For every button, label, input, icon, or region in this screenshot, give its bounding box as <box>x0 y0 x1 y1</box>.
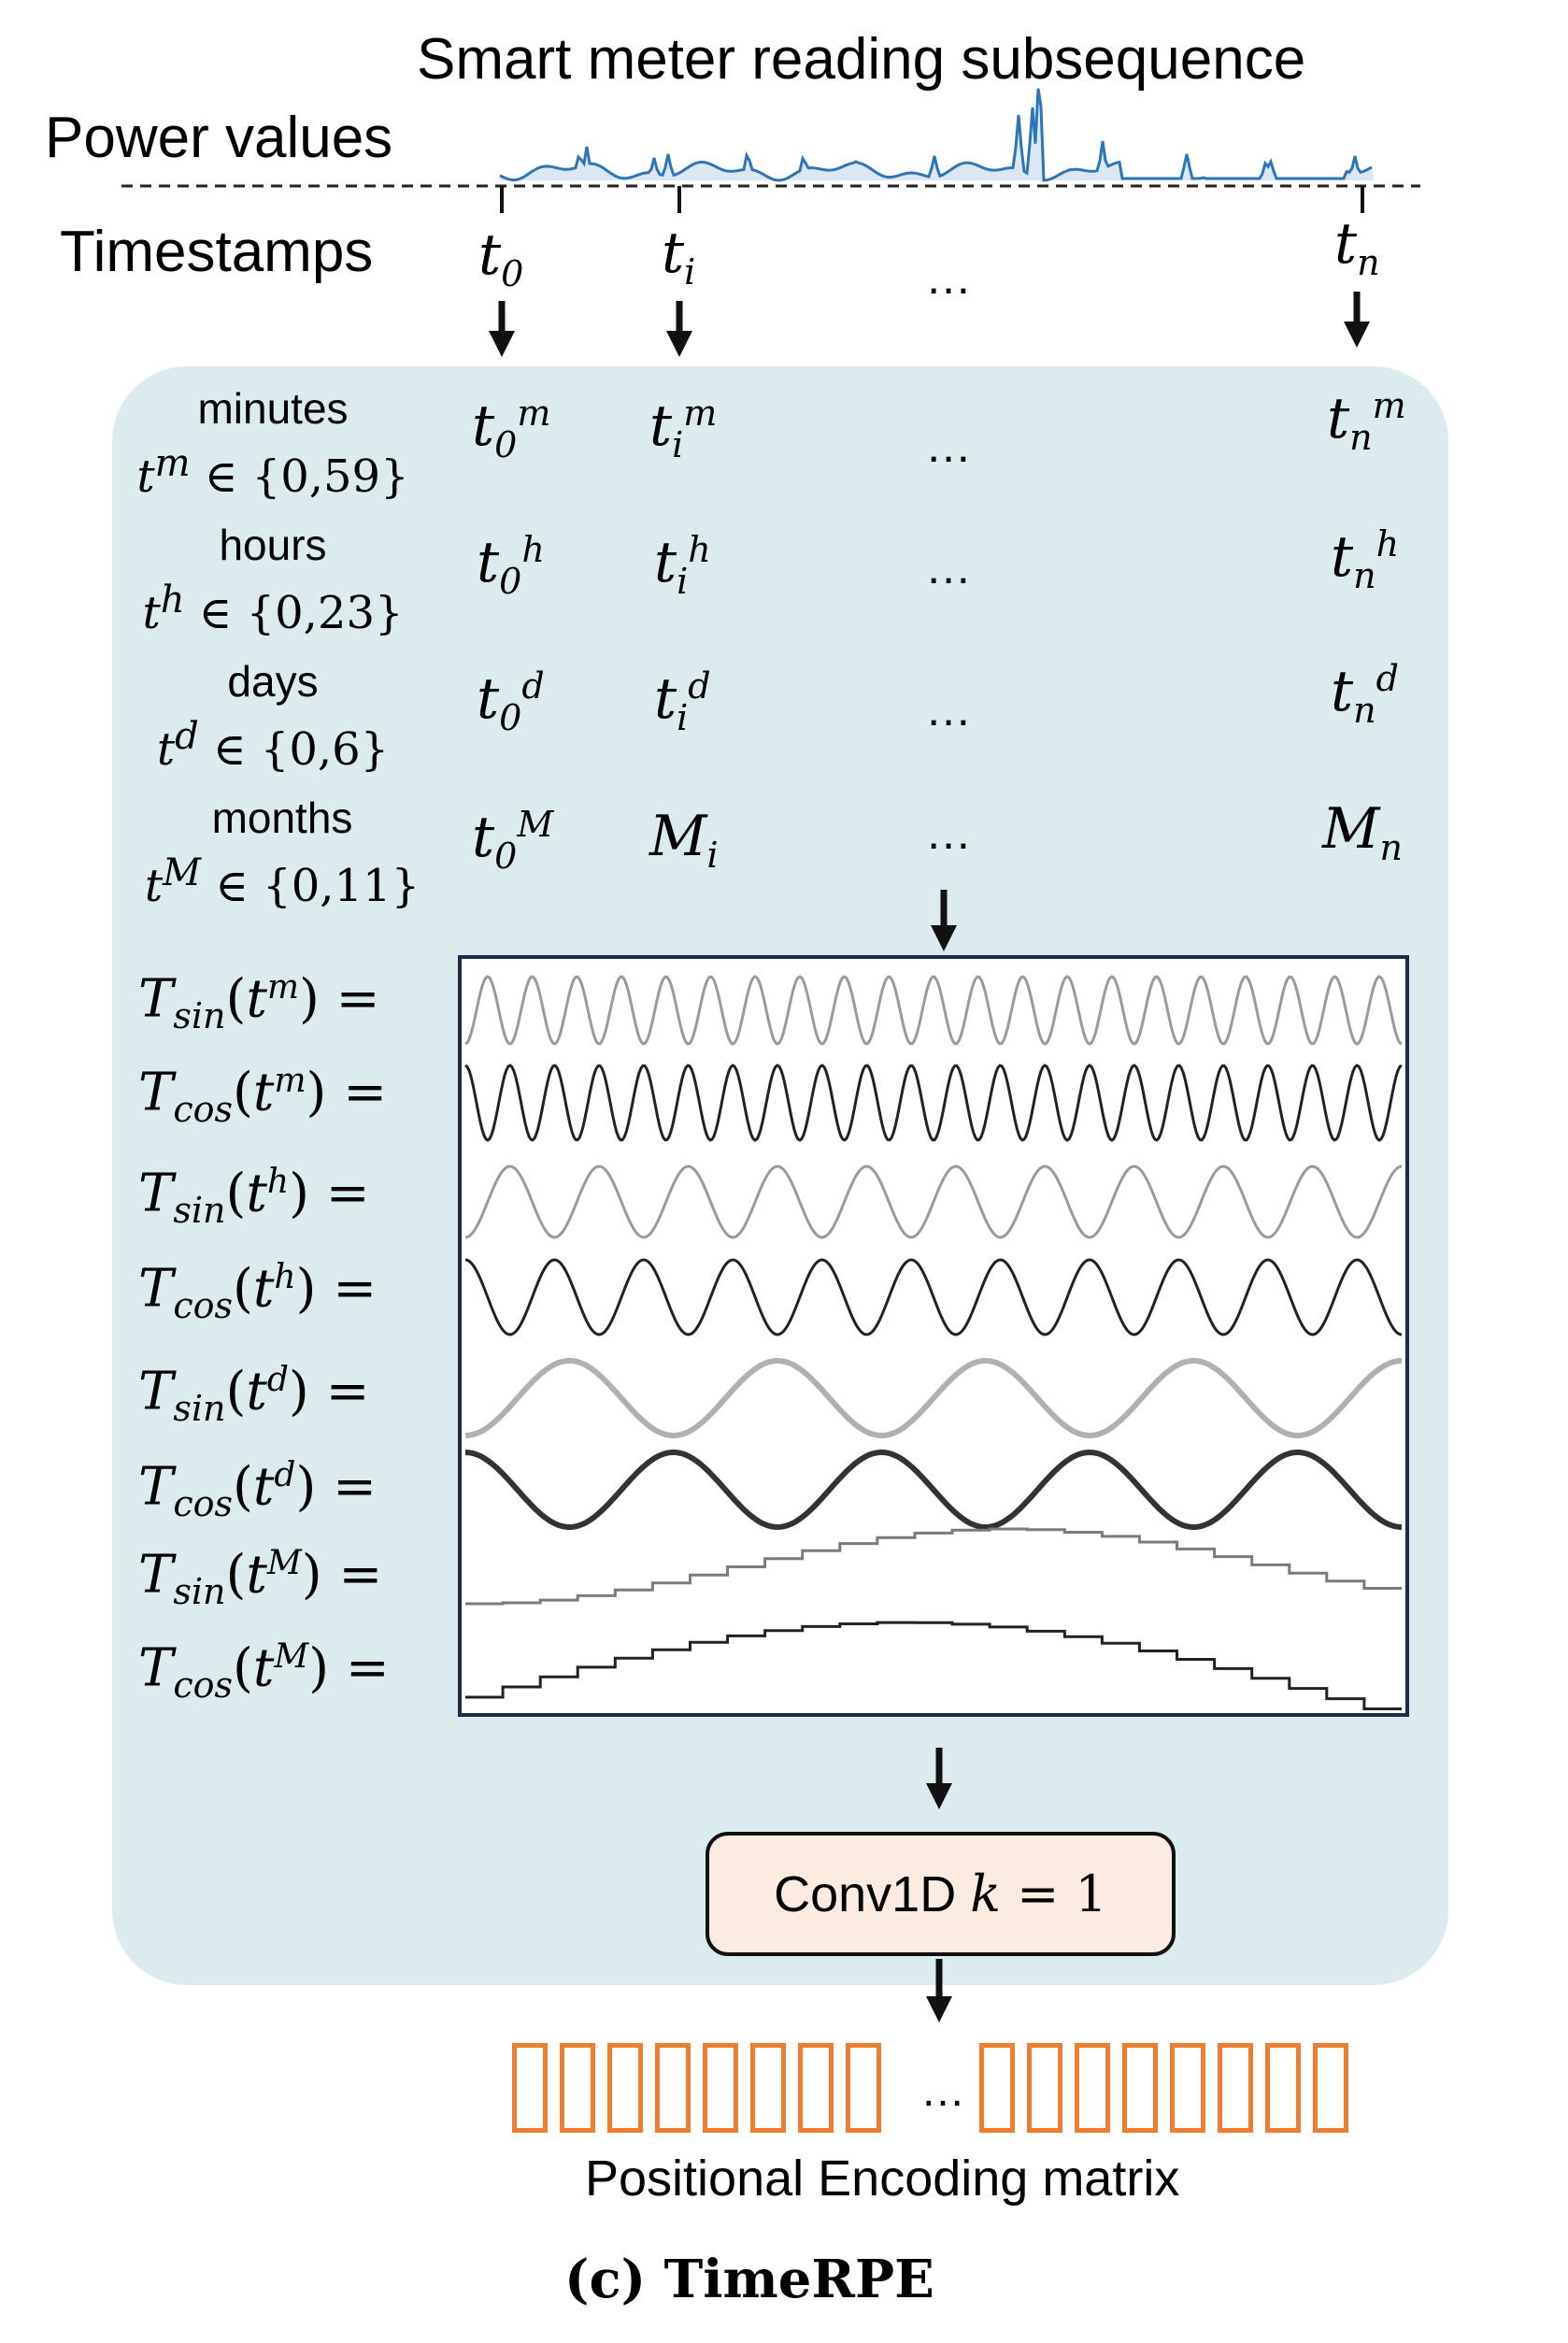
encoding-cell <box>846 2043 881 2133</box>
encoding-cell <box>1170 2043 1205 2133</box>
figure-caption: (c) TimeRPE <box>564 2249 934 2310</box>
conv1d-block: Conv1D k = 1 <box>706 1832 1176 1956</box>
encoding-ellipsis: … <box>920 2066 965 2116</box>
encoding-wave-6 <box>464 1449 1403 1531</box>
cell-ellipsis-minutes: … <box>925 420 972 472</box>
encoding-cell <box>1122 2043 1158 2133</box>
cell-ti-minutes: tim <box>649 393 718 465</box>
encoding-wave-5 <box>464 1357 1403 1439</box>
equation-sin-months: Tsin(tM) = <box>138 1544 383 1612</box>
equation-sin-hours: Tsin(th) = <box>138 1163 370 1231</box>
timestamp-ellipsis: … <box>925 251 972 304</box>
equation-cos-hours: Tcos(th) = <box>138 1258 378 1326</box>
category-name: months <box>211 793 353 842</box>
category-range: td ∈ {0,6} <box>156 715 390 776</box>
power-signal-line <box>499 88 1373 182</box>
encoding-cell <box>607 2043 643 2133</box>
category-range: tM ∈ {0,11} <box>144 851 421 912</box>
encoding-wave-8 <box>465 1621 1402 1710</box>
encoding-cell <box>1313 2043 1348 2133</box>
equation-cos-days: Tcos(td) = <box>138 1456 378 1524</box>
cell-ti-hours: tih <box>654 529 711 602</box>
encoding-wave-1 <box>464 975 1403 1046</box>
category-name: hours <box>219 521 327 569</box>
cell-ti-days: tid <box>654 665 711 738</box>
encoding-wave-7 <box>465 1527 1402 1606</box>
encoding-cell <box>979 2043 1015 2133</box>
equation-cos-minutes: Tcos(tm) = <box>138 1062 388 1130</box>
category-range: tm ∈ {0,59} <box>136 442 409 503</box>
encoding-wave-2 <box>464 1064 1403 1142</box>
equation-sin-minutes: Tsin(tm) = <box>138 968 380 1036</box>
encoding-waves-plot <box>464 975 1403 1710</box>
encoding-cell <box>798 2043 834 2133</box>
cell-t0-hours: t0h <box>477 529 545 602</box>
timestamp-tn: tn <box>1334 211 1380 283</box>
cell-t0-minutes: t0m <box>472 393 551 465</box>
encoding-cell <box>560 2043 595 2133</box>
encoding-cell <box>655 2043 691 2133</box>
encoding-caption: Positional Encoding matrix <box>585 2150 1180 2207</box>
power-signal-fill <box>500 88 1374 180</box>
encoding-cell <box>703 2043 738 2133</box>
positional-encoding-matrix <box>512 2043 1390 2136</box>
cell-tn-minutes: tnm <box>1327 385 1406 458</box>
encoding-wave-3 <box>464 1164 1403 1239</box>
encoding-cell <box>1027 2043 1062 2133</box>
equation-sin-days: Tsin(td) = <box>138 1361 370 1429</box>
power-signal-plot <box>121 88 1420 213</box>
encoding-wave-4 <box>464 1258 1403 1336</box>
category-days: days td ∈ {0,6} <box>105 654 441 778</box>
category-name: days <box>227 657 319 706</box>
conv1d-label: Conv1D k = 1 <box>774 1864 1107 1923</box>
cell-t0-months: t0M <box>472 804 554 877</box>
cell-ellipsis-hours: … <box>925 541 972 593</box>
encoding-cell <box>512 2043 548 2133</box>
encoding-cell <box>1075 2043 1110 2133</box>
cell-ti-months: Mi <box>649 804 719 876</box>
cell-t0-days: t0d <box>477 665 545 738</box>
timestamp-ti: ti <box>662 221 696 293</box>
category-minutes: minutes tm ∈ {0,59} <box>105 381 441 505</box>
cell-tn-months: Mn <box>1322 796 1403 868</box>
cell-ellipsis-days: … <box>925 683 972 736</box>
encoding-cell <box>1265 2043 1301 2133</box>
encoding-waves-box <box>458 955 1409 1717</box>
category-name: minutes <box>197 384 349 433</box>
category-months: months tM ∈ {0,11} <box>114 791 450 914</box>
cell-ellipsis-months: … <box>925 807 972 859</box>
timestamps-label: Timestamps <box>60 220 374 284</box>
encoding-cell <box>750 2043 786 2133</box>
equation-cos-months: Tcos(tM) = <box>138 1637 390 1706</box>
encoding-cell <box>1218 2043 1253 2133</box>
diagram-title: Smart meter reading subsequence <box>417 27 1306 92</box>
category-range: th ∈ {0,23} <box>142 579 404 639</box>
power-values-label: Power values <box>45 106 393 170</box>
cell-tn-days: tnd <box>1331 658 1399 731</box>
timestamp-t0: t0 <box>478 222 524 294</box>
category-hours: hours th ∈ {0,23} <box>105 518 441 641</box>
cell-tn-hours: tnh <box>1331 523 1400 596</box>
